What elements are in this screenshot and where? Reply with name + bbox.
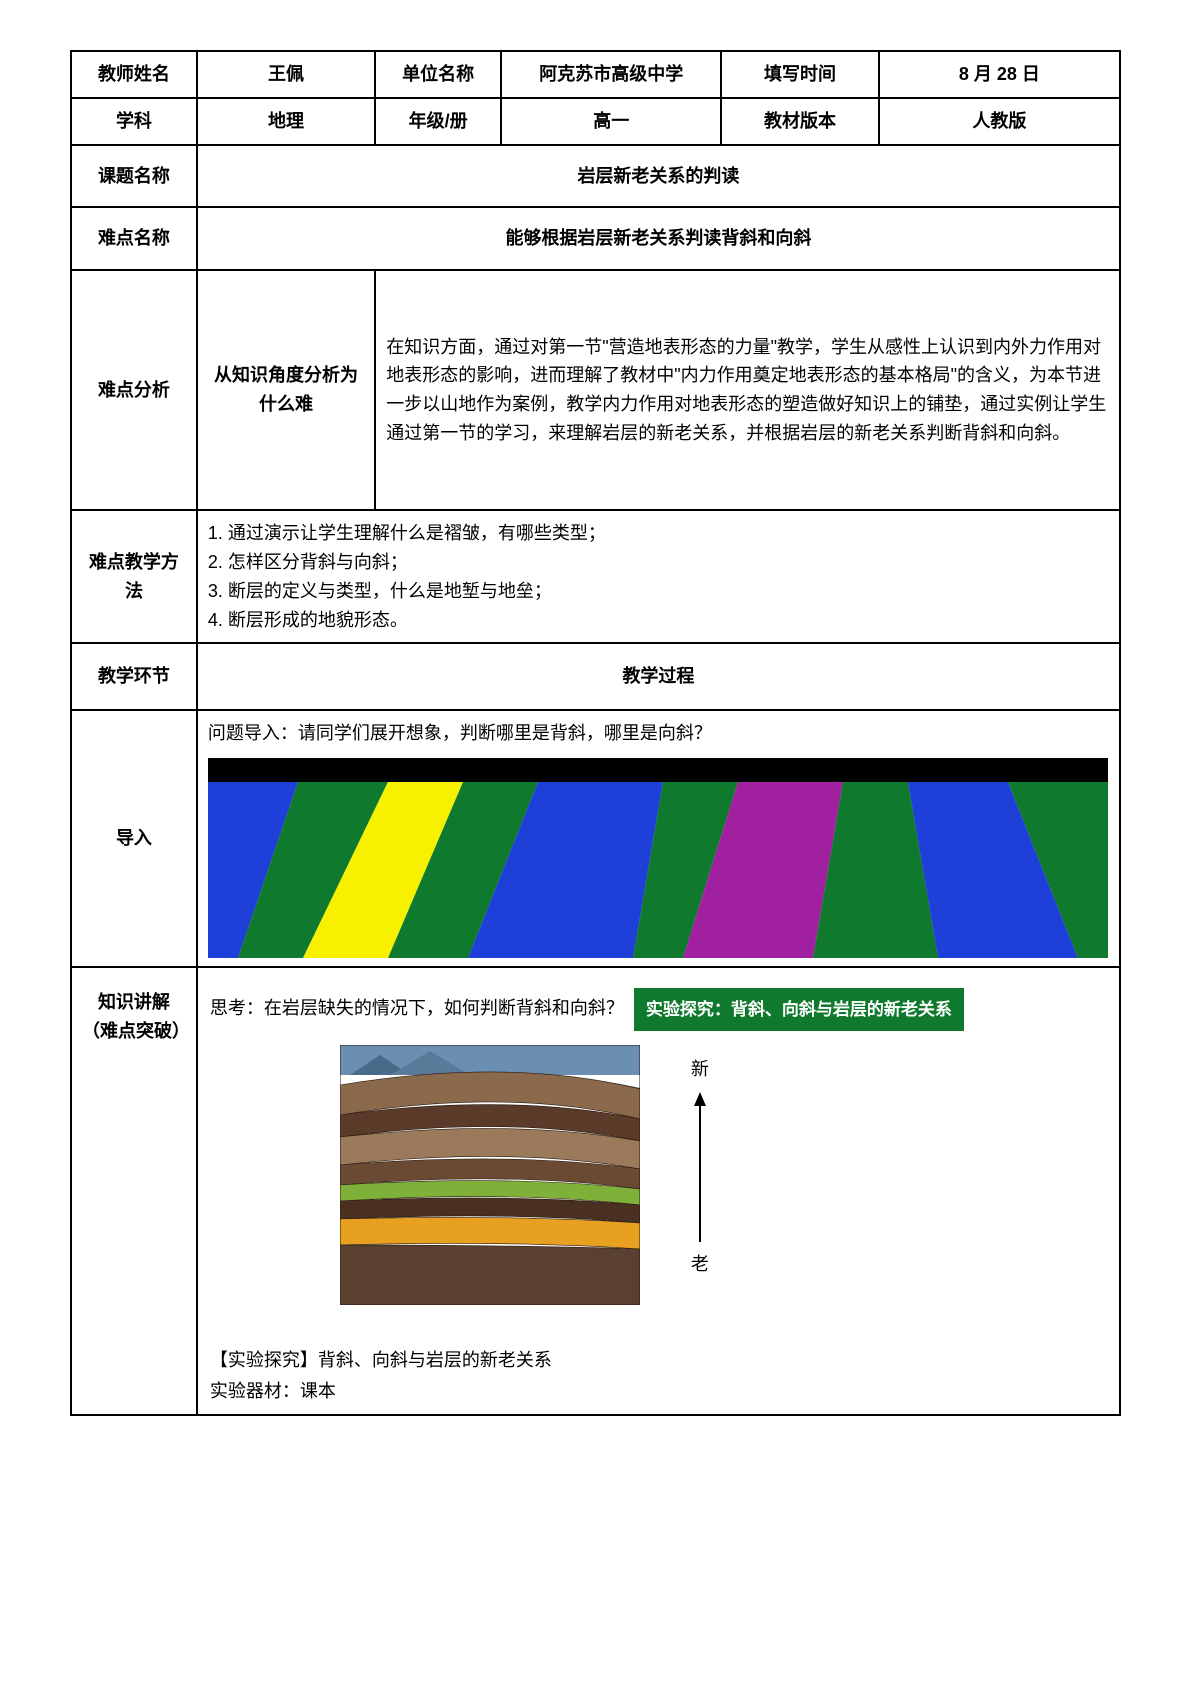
analysis-label: 难点分析: [71, 270, 197, 510]
method-item-1: 1. 通过演示让学生理解什么是褶皱，有哪些类型；: [208, 519, 1109, 548]
method-item-4: 4. 断层形成的地貌形态。: [208, 606, 1109, 635]
subject-value: 地理: [197, 98, 375, 145]
difficulty-row: 难点名称 能够根据岩层新老关系判读背斜和向斜: [71, 207, 1120, 270]
analysis-row: 难点分析 从知识角度分析为什么难 在知识方面，通过对第一节"营造地表形态的力量"…: [71, 270, 1120, 510]
new-label: 新: [691, 1055, 709, 1084]
experiment-materials: 实验器材：课本: [210, 1376, 1107, 1407]
env-label: 教学环节: [71, 643, 197, 710]
explain-row: 知识讲解（难点突破） 思考：在岩层缺失的情况下，如何判断背斜和向斜？ 实验探究：…: [71, 967, 1120, 1415]
strata-diagram: [208, 758, 1108, 958]
difficulty-label: 难点名称: [71, 207, 197, 270]
date-label: 填写时间: [721, 51, 878, 98]
topic-row: 课题名称 岩层新老关系的判读: [71, 145, 1120, 208]
methods-row: 难点教学方法 1. 通过演示让学生理解什么是褶皱，有哪些类型； 2. 怎样区分背…: [71, 510, 1120, 643]
explain-cell: 思考：在岩层缺失的情况下，如何判断背斜和向斜？ 实验探究：背斜、向斜与岩层的新老…: [197, 967, 1120, 1415]
lesson-plan-table: 教师姓名 王佩 单位名称 阿克苏市高级中学 填写时间 8 月 28 日 学科 地…: [70, 50, 1121, 1416]
experiment-title: 【实验探究】背斜、向斜与岩层的新老关系: [210, 1345, 1107, 1376]
teacher-value: 王佩: [197, 51, 375, 98]
date-value: 8 月 28 日: [879, 51, 1120, 98]
age-arrow-column: 新 老: [690, 1045, 710, 1279]
experiment-banner: 实验探究：背斜、向斜与岩层的新老关系: [634, 988, 964, 1031]
think-text: 思考：在岩层缺失的情况下，如何判断背斜和向斜？: [210, 988, 624, 1023]
grade-value: 高一: [501, 98, 721, 145]
methods-label: 难点教学方法: [71, 510, 197, 643]
grade-label: 年级/册: [375, 98, 501, 145]
header-row-1: 教师姓名 王佩 单位名称 阿克苏市高级中学 填写时间 8 月 28 日: [71, 51, 1120, 98]
intro-cell: 问题导入：请同学们展开想象，判断哪里是背斜，哪里是向斜？: [197, 710, 1120, 967]
explain-label: 知识讲解（难点突破）: [71, 967, 197, 1415]
method-item-3: 3. 断层的定义与类型，什么是地堑与地垒；: [208, 577, 1109, 606]
intro-row: 导入 问题导入：请同学们展开想象，判断哪里是背斜，哪里是向斜？: [71, 710, 1120, 967]
header-row-2: 学科 地理 年级/册 高一 教材版本 人教版: [71, 98, 1120, 145]
analysis-text: 在知识方面，通过对第一节"营造地表形态的力量"教学，学生从感性上认识到内外力作用…: [375, 270, 1120, 510]
difficulty-value: 能够根据岩层新老关系判读背斜和向斜: [197, 207, 1120, 270]
rock-strata-figure: [340, 1045, 640, 1305]
intro-label: 导入: [71, 710, 197, 967]
textbook-label: 教材版本: [721, 98, 878, 145]
old-label: 老: [691, 1250, 709, 1279]
intro-question: 问题导入：请同学们展开想象，判断哪里是背斜，哪里是向斜？: [208, 719, 1109, 748]
topic-value: 岩层新老关系的判读: [197, 145, 1120, 208]
proc-label: 教学过程: [197, 643, 1120, 710]
teacher-label: 教师姓名: [71, 51, 197, 98]
textbook-value: 人教版: [879, 98, 1120, 145]
analysis-sublabel: 从知识角度分析为什么难: [197, 270, 375, 510]
subject-label: 学科: [71, 98, 197, 145]
process-header-row: 教学环节 教学过程: [71, 643, 1120, 710]
method-item-2: 2. 怎样区分背斜与向斜；: [208, 548, 1109, 577]
unit-label: 单位名称: [375, 51, 501, 98]
up-arrow-icon: [690, 1092, 710, 1242]
methods-cell: 1. 通过演示让学生理解什么是褶皱，有哪些类型； 2. 怎样区分背斜与向斜； 3…: [197, 510, 1120, 643]
topic-label: 课题名称: [71, 145, 197, 208]
unit-value: 阿克苏市高级中学: [501, 51, 721, 98]
